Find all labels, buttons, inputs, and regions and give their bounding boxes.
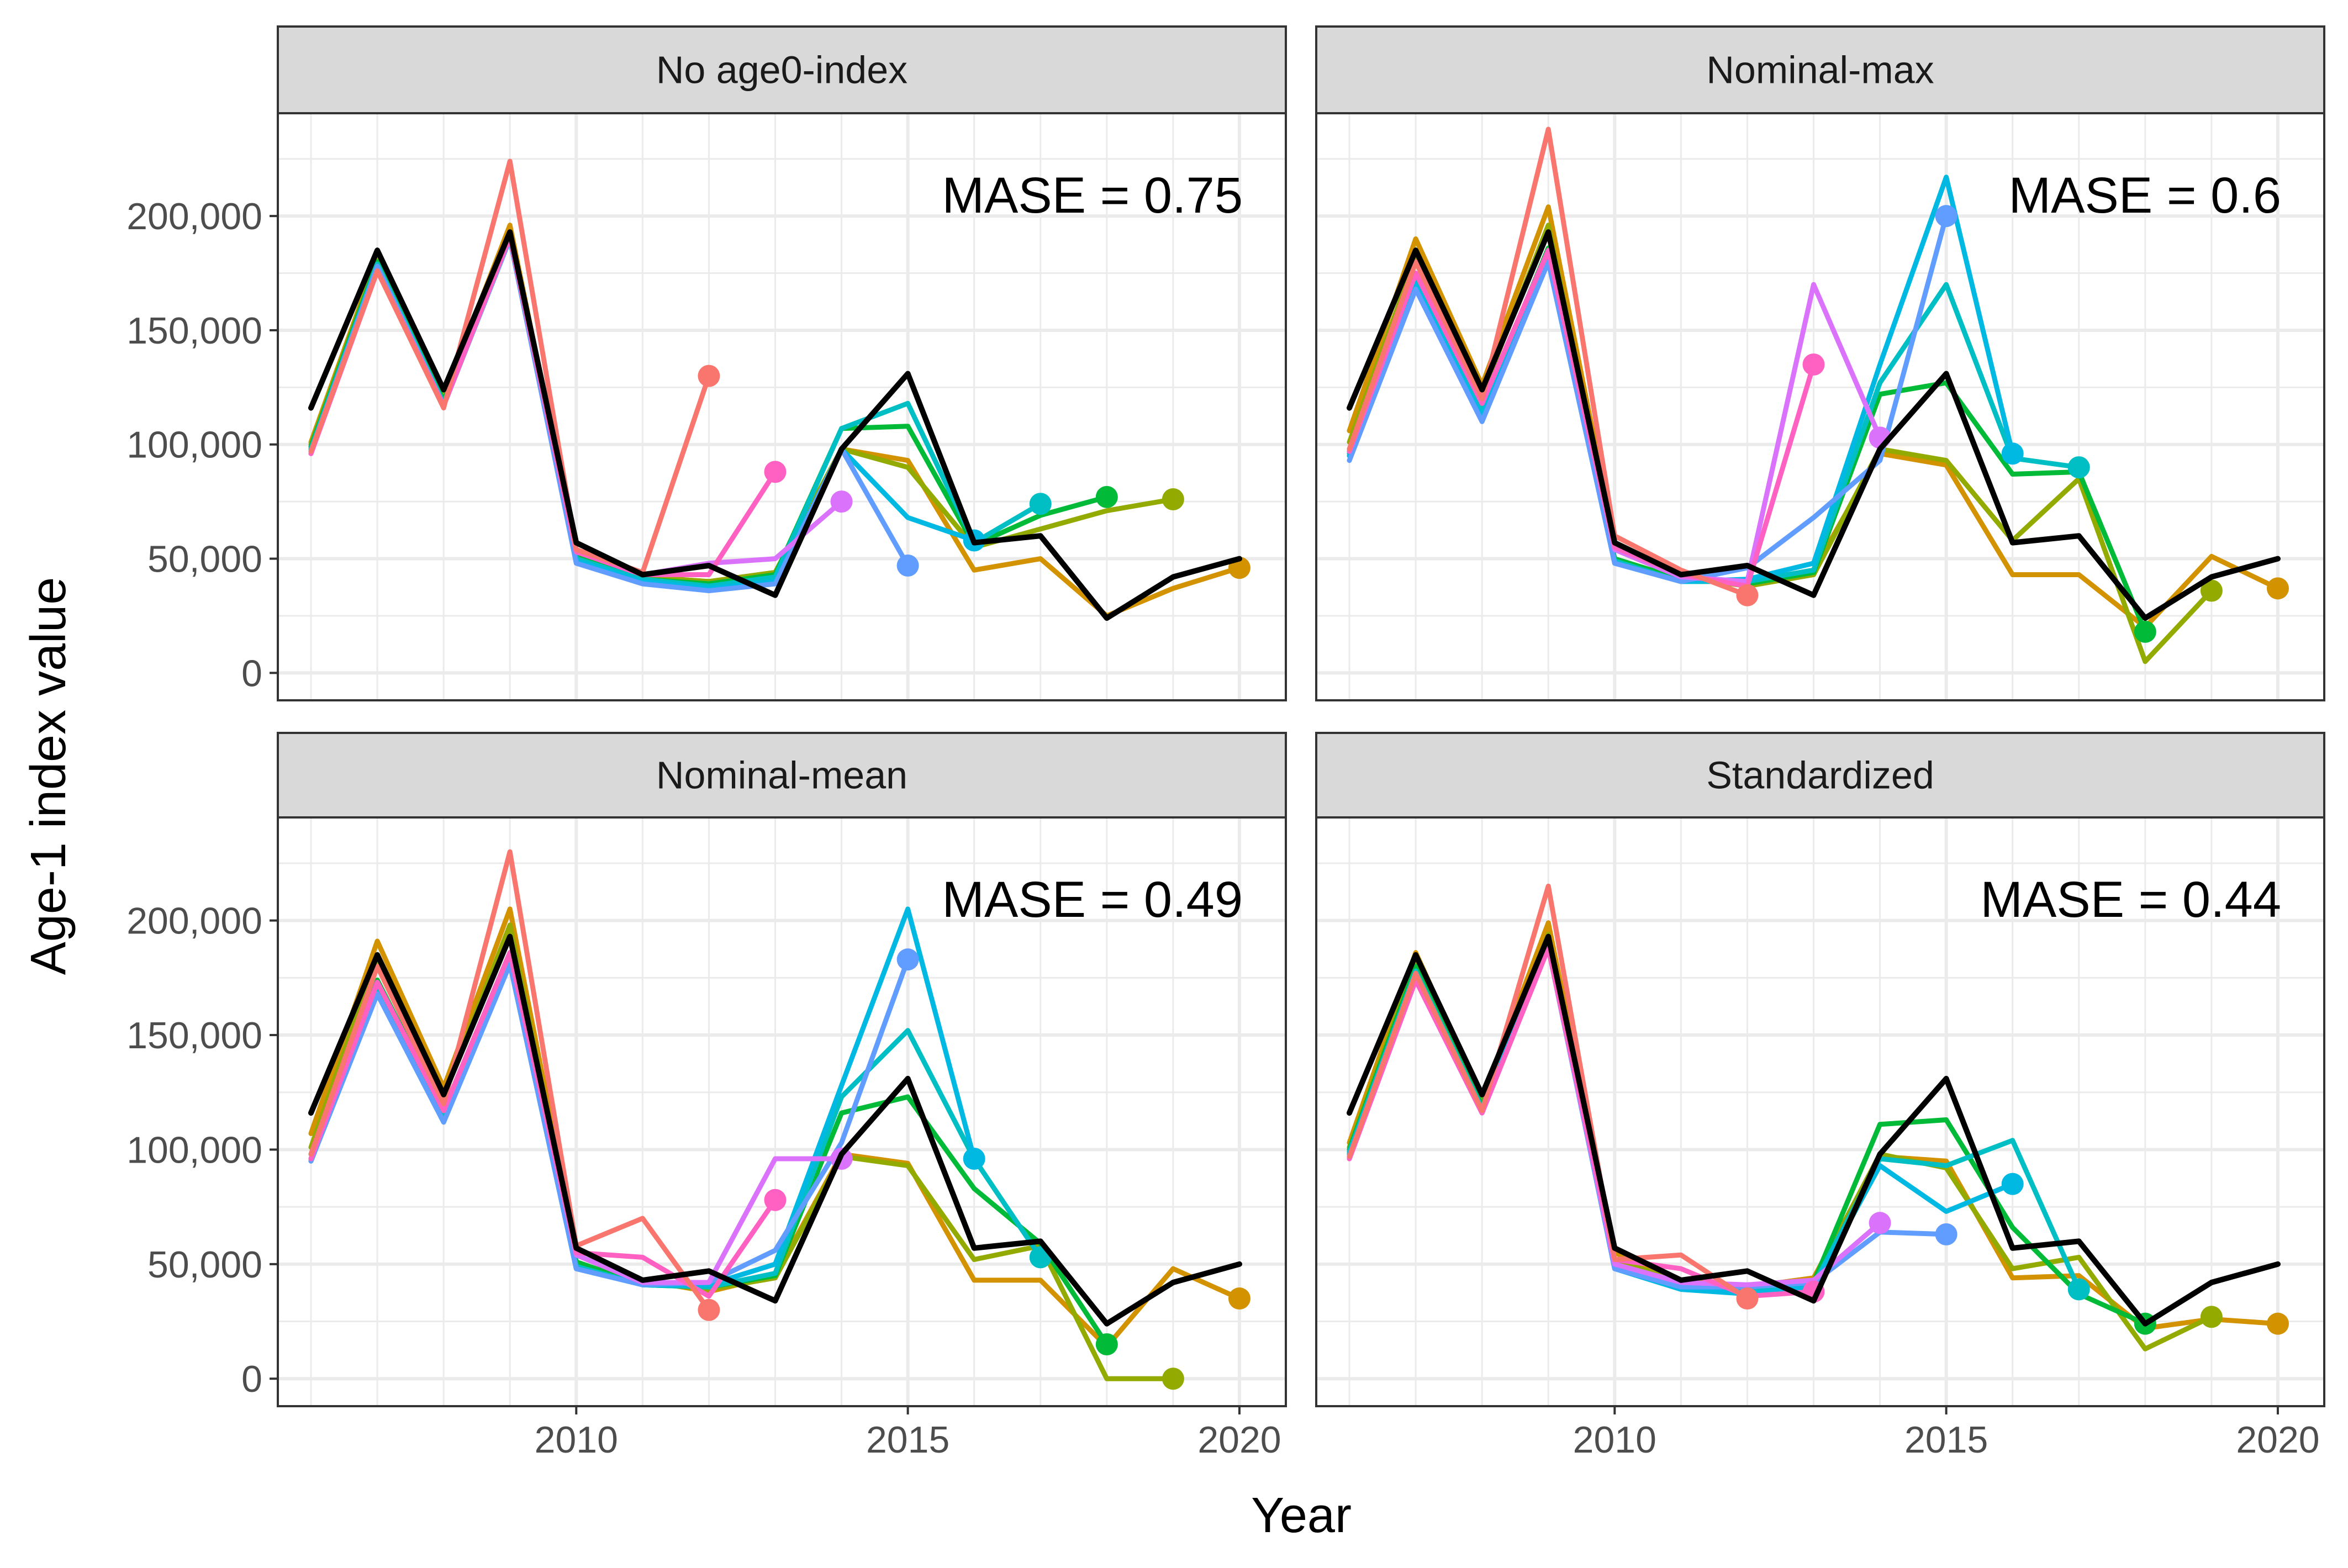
peel-line [308,849,711,1313]
reference-line [1347,933,2281,1327]
series-group [308,849,1250,1390]
peel-end-point [1802,353,1825,376]
strip-title: Standardized [1706,754,1934,797]
peel-line [1347,213,1949,584]
strip-title: No age0-index [656,49,907,92]
panel-nominal-max: Nominal-max MASE = 0.6 [1315,25,2325,701]
peel-end-point [963,1148,985,1170]
strip-background [1315,732,2325,819]
strip-background [277,732,1287,819]
strip-background [1315,25,2325,114]
peel-end-point [1869,1212,1891,1234]
peel-end-point [1935,205,1957,228]
reference-line [308,933,1242,1327]
y-tick-label: 0 [241,1358,262,1400]
y-tick-label: 200,000 [126,900,262,942]
y-tick-label: 0 [241,652,262,694]
peel-line [308,957,911,1287]
series-group [1347,883,2289,1351]
x-tick-label: 2010 [535,1419,618,1461]
x-tick-label: 2010 [1573,1419,1656,1461]
peel-end-point [2001,442,2024,465]
reference-line [308,229,1242,621]
peel-end-point [830,490,853,513]
peel-end-point [1095,1333,1118,1356]
peel-end-point [2200,579,2223,602]
peel-end-point [896,948,919,971]
peel-end-point [1162,488,1184,511]
y-tick-label: 100,000 [126,424,262,466]
peel-end-point [2067,456,2090,479]
reference-line [1347,229,2281,621]
series-group [308,159,1250,621]
mase-annotation: MASE = 0.49 [942,872,1243,928]
y-axis-label: Age-1 index value [21,577,76,975]
peel-line [1347,883,1750,1301]
strip-title: Nominal-max [1706,49,1934,92]
peel-end-point [764,1189,787,1211]
peel-end-point [1935,1223,1957,1245]
y-tick-label: 200,000 [126,196,262,237]
panel-nominal-mean: Nominal-mean MASE = 0.49 0 50,000 100,000 150… [126,732,1287,1461]
panel-standardized: Standardized MASE = 0.44 2010 2015 2020 [1315,732,2325,1461]
series-group [1347,126,2289,664]
x-tick-label: 2015 [1904,1419,1988,1461]
peel-end-point [698,365,720,387]
mase-annotation: MASE = 0.44 [1980,872,2281,928]
peel-end-point [2200,1306,2223,1328]
y-tick-label: 50,000 [147,1244,262,1286]
y-tick-label: 50,000 [147,538,262,580]
x-tick-label: 2020 [2236,1419,2319,1461]
peel-end-point [1095,485,1118,508]
x-axis-label: Year [1251,1488,1352,1543]
mase-annotation: MASE = 0.75 [942,167,1243,224]
strip-background [277,25,1287,114]
y-tick-label: 100,000 [126,1129,262,1171]
peel-end-point [698,1298,720,1321]
peel-line [1347,126,1750,598]
peel-end-point [1736,584,1759,606]
peel-end-point [2134,620,2156,643]
x-tick-label: 2020 [1197,1419,1281,1461]
peel-end-point [2266,1312,2289,1335]
peel-end-point [2067,1278,2090,1301]
peel-end-point [2266,577,2289,600]
mase-annotation: MASE = 0.6 [2009,167,2281,224]
peel-end-point [764,461,787,483]
y-tick-label: 150,000 [126,310,262,352]
peel-end-point [2001,1173,2024,1195]
strip-title: Nominal-mean [656,754,907,797]
y-tick-label: 150,000 [126,1015,262,1057]
peel-end-point [1029,493,1052,515]
x-tick-label: 2015 [866,1419,949,1461]
peel-end-point [896,554,919,577]
peel-end-point [1228,1287,1250,1310]
panel-no-age0-index: No age0-index MASE = 0.75 0 50,000 100,000 15… [126,25,1287,701]
peel-end-point [1162,1368,1184,1390]
peel-end-point [1736,1287,1759,1310]
